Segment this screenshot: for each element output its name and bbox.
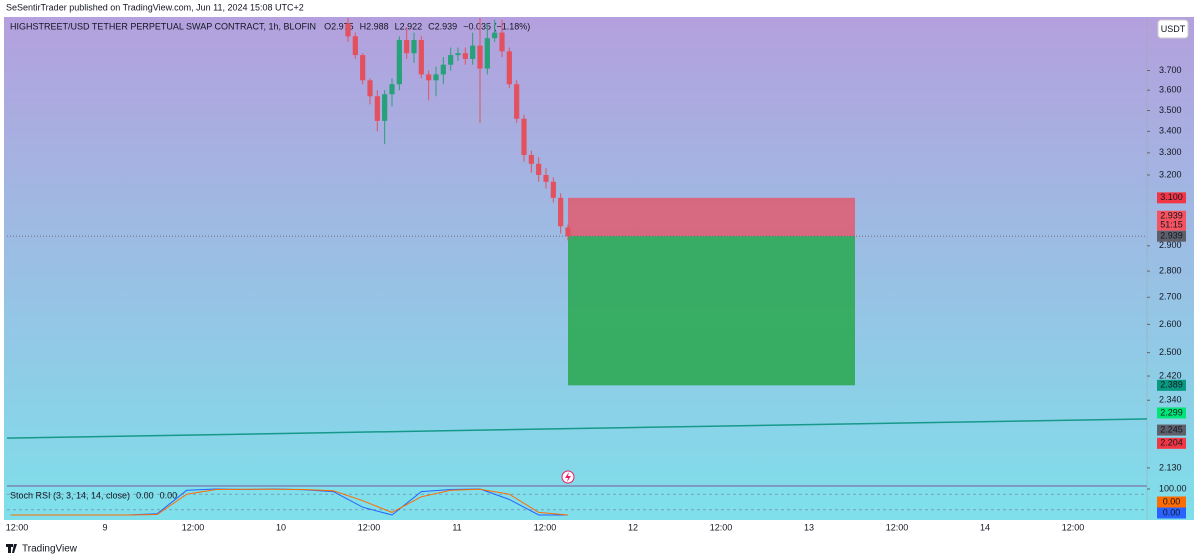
currency: USDT bbox=[1161, 24, 1186, 34]
y-tick-label: 2.900 bbox=[1159, 240, 1182, 250]
ohlc-label: H2.988 bbox=[360, 21, 389, 31]
x-tick-label: 14 bbox=[980, 522, 990, 532]
footer: TradingView bbox=[22, 544, 78, 555]
x-tick-label: 9 bbox=[102, 522, 107, 532]
countdown: 51:15 bbox=[1160, 220, 1183, 230]
price-label-box bbox=[1157, 379, 1186, 391]
candle-body bbox=[558, 197, 564, 227]
candle-body bbox=[345, 23, 351, 37]
ohlc-label: C2.939 bbox=[428, 21, 457, 31]
event-icon-bolt bbox=[565, 472, 571, 482]
candle-body bbox=[506, 51, 512, 85]
x-tick-label: 10 bbox=[276, 522, 286, 532]
y-tick-label: 2.420 bbox=[1159, 370, 1182, 380]
y-tick-label: 2.130 bbox=[1159, 462, 1182, 472]
y-tick-label: 2.600 bbox=[1159, 319, 1182, 329]
x-tick-label: 12:00 bbox=[534, 522, 557, 532]
candle-body bbox=[440, 64, 446, 75]
candle-body bbox=[462, 53, 468, 59]
stoch-title: Stoch RSI (3, 3, 14, 14, close) bbox=[10, 490, 130, 500]
price-label: 2.939 bbox=[1160, 231, 1183, 241]
stop-zone bbox=[568, 197, 855, 237]
stoch-value-box bbox=[1157, 507, 1186, 519]
candle-body bbox=[499, 32, 505, 52]
candle-body bbox=[484, 38, 490, 69]
candle-body bbox=[352, 36, 358, 56]
candle-body bbox=[477, 45, 483, 69]
y-tick-label: 2.700 bbox=[1159, 292, 1182, 302]
stoch-value: 0.00 bbox=[136, 490, 154, 500]
price-label: 2.245 bbox=[1160, 424, 1183, 434]
ohlc-label: −0.035 (−1.18%) bbox=[463, 21, 530, 31]
candle-body bbox=[374, 96, 380, 121]
candle-body bbox=[521, 118, 527, 156]
trendline bbox=[6, 418, 1148, 439]
y-tick-label: 3.700 bbox=[1159, 65, 1182, 75]
symbol-title: HIGHSTREET/USD TETHER PERPETUAL SWAP CON… bbox=[10, 21, 316, 31]
ohlc-label: O2.975 bbox=[324, 21, 354, 31]
candle-body bbox=[550, 181, 556, 198]
candle-body bbox=[404, 40, 410, 54]
candle-body bbox=[418, 40, 424, 75]
candle-body bbox=[382, 94, 388, 121]
price-label: 2.204 bbox=[1160, 438, 1183, 448]
candle-body bbox=[528, 155, 534, 164]
currency-button[interactable] bbox=[1157, 19, 1189, 39]
stoch-value-box bbox=[1157, 496, 1186, 508]
target-zone bbox=[568, 236, 855, 386]
candle-body bbox=[565, 227, 571, 237]
price-label-box bbox=[1157, 407, 1186, 419]
x-tick-label: 12:00 bbox=[358, 522, 381, 532]
price-label: 2.389 bbox=[1160, 380, 1183, 390]
price-label-box bbox=[1157, 424, 1186, 436]
candle-body bbox=[514, 84, 520, 119]
candle-body bbox=[543, 174, 549, 182]
y-tick-label: 3.300 bbox=[1159, 147, 1182, 157]
price-label-box bbox=[1157, 210, 1186, 231]
logo bbox=[6, 544, 17, 553]
y-tick-label: 3.200 bbox=[1159, 169, 1182, 179]
price-label-box bbox=[1157, 437, 1186, 449]
candle-body bbox=[492, 32, 498, 39]
candle-body bbox=[411, 40, 417, 54]
x-tick-label: 12:00 bbox=[710, 522, 733, 532]
x-tick-label: 12:00 bbox=[6, 522, 29, 532]
candle-body bbox=[455, 53, 461, 56]
y-tick-label: 2.340 bbox=[1159, 395, 1182, 405]
candle-body bbox=[433, 74, 439, 81]
x-tick-label: 13 bbox=[804, 522, 814, 532]
candle-body bbox=[536, 163, 542, 175]
y-tick-label: 3.400 bbox=[1159, 126, 1182, 136]
y-tick-label: 2.800 bbox=[1159, 265, 1182, 275]
stoch-line bbox=[10, 488, 569, 516]
price-label: 3.100 bbox=[1160, 192, 1183, 202]
stoch-axis-value: 0.00 bbox=[1163, 496, 1181, 506]
price-label-box bbox=[1157, 192, 1186, 204]
candle-body bbox=[360, 55, 366, 81]
candle-body bbox=[389, 84, 395, 95]
x-tick-label: 12:00 bbox=[886, 522, 909, 532]
price-label-box bbox=[1157, 230, 1186, 242]
stoch-pane bbox=[7, 486, 1147, 519]
x-tick-label: 12:00 bbox=[1062, 522, 1085, 532]
y-tick-label: 2.500 bbox=[1159, 347, 1182, 357]
stoch-tick-label: 100.00 bbox=[1159, 483, 1187, 493]
publisher: SeSentirTrader published on TradingView.… bbox=[6, 2, 304, 12]
ohlc-label: L2.922 bbox=[395, 21, 423, 31]
price-label: 2.939 bbox=[1160, 211, 1183, 221]
x-tick-label: 12:00 bbox=[182, 522, 205, 532]
candle-body bbox=[470, 45, 476, 59]
x-tick-label: 12 bbox=[628, 522, 638, 532]
candle-body bbox=[396, 40, 402, 85]
y-tick-label: 3.600 bbox=[1159, 85, 1182, 95]
x-tick-label: 11 bbox=[452, 522, 461, 532]
price-label: 2.299 bbox=[1160, 407, 1183, 417]
candle-body bbox=[426, 74, 432, 81]
candle-body bbox=[367, 80, 373, 97]
y-tick-label: 3.500 bbox=[1159, 105, 1182, 115]
stoch-axis-value: 0.00 bbox=[1163, 507, 1181, 517]
stoch-value: 0.00 bbox=[160, 490, 178, 500]
candle-body bbox=[448, 55, 454, 65]
